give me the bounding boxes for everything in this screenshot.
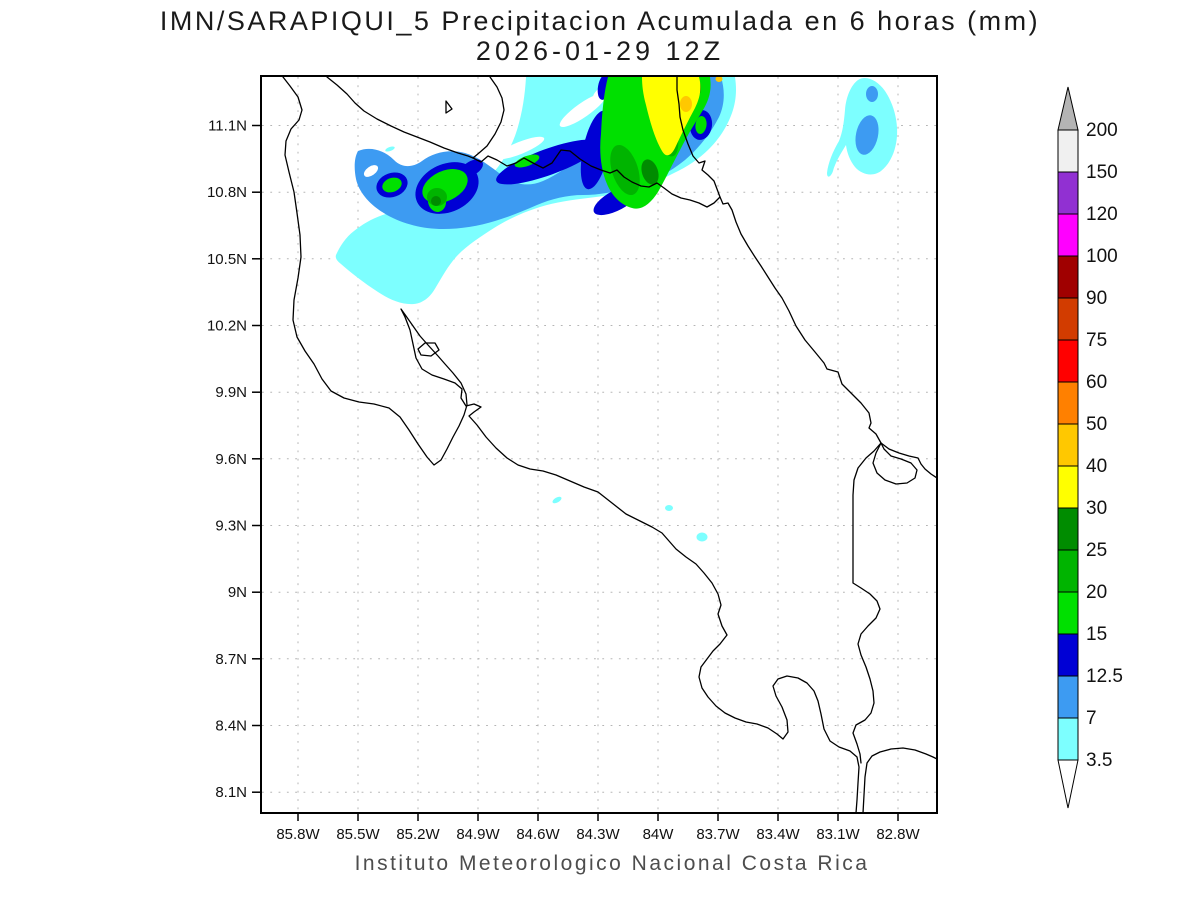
precip-25mm (641, 159, 659, 185)
dry-gap (363, 165, 379, 177)
colorbar-segment (1057, 465, 1079, 509)
precip-speck (552, 496, 562, 504)
colorbar-level-label: 50 (1086, 414, 1107, 435)
colorbar-segment (1057, 171, 1079, 215)
colorbar-segment (1057, 297, 1079, 341)
lon-tick-label: 83.1W (816, 826, 860, 843)
dry-gap (559, 92, 607, 128)
colorbar-legend: 3.5 7 12.5 15 20 25 30 40 50 60 75 90 100 120 150 200 (1057, 86, 1123, 809)
precip-15mm (695, 116, 707, 134)
colorbar-segment (1057, 129, 1079, 173)
panama-border (852, 442, 882, 764)
lat-tick-label: 10.2N (207, 318, 247, 335)
axis-labels: 85.8W 85.5W 85.2W 84.9W 84.6W 84.3W 84W 83.7W 83… (207, 118, 921, 844)
colorbar-arrow-top (1057, 86, 1079, 131)
lat-tick-label: 8.4N (215, 718, 247, 735)
lon-tick-label: 84.6W (516, 826, 560, 843)
colorbar-segment (1057, 423, 1079, 467)
lat-tick-label: 8.1N (215, 784, 247, 801)
colorbar-level-label: 25 (1086, 540, 1107, 561)
chart-valid-time: 2026-01-29 12Z (475, 36, 725, 66)
lon-tick-label: 83.7W (696, 826, 740, 843)
lon-tick-label: 85.8W (276, 826, 320, 843)
attribution-text: Instituto Meteorologico Nacional Costa R… (354, 852, 870, 875)
precip-12.5mm (461, 159, 483, 177)
precip-15mm (514, 154, 540, 168)
chart-title: IMN/SARAPIQUI_5 Precipitacion Acumulada … (159, 6, 1041, 36)
lon-tick-label: 82.8W (876, 826, 920, 843)
precip-core-40mm (715, 77, 723, 82)
map-frame (260, 75, 938, 814)
colorbar-segment (1057, 255, 1079, 299)
colorbar-segment (1057, 591, 1079, 635)
colorbar-level-label: 12.5 (1086, 666, 1123, 687)
lon-tick-label: 85.2W (396, 826, 440, 843)
colorbar-level-label: 7 (1086, 708, 1097, 729)
colorbar-level-label: 20 (1086, 582, 1107, 603)
lat-tick-label: 11.1N (208, 118, 247, 135)
coastlines (282, 77, 936, 812)
colorbar-segment (1057, 507, 1079, 551)
colorbar-arrow-bottom (1057, 759, 1079, 809)
lake-arenal (417, 342, 440, 357)
colorbar-level-label: 150 (1086, 162, 1118, 183)
lat-tick-label: 10.5N (207, 251, 247, 268)
lon-tick-label: 85.5W (336, 826, 380, 843)
pacific-coastline (282, 77, 936, 812)
colorbar-segment (1057, 717, 1079, 761)
colorbar-level-label: 75 (1086, 330, 1107, 351)
lon-tick-label: 84.3W (576, 826, 620, 843)
precipitation-field (335, 77, 898, 542)
colorbar-level-label: 200 (1086, 120, 1118, 141)
colorbar-segment (1057, 549, 1079, 593)
colorbar-segment (1057, 339, 1079, 383)
sixaola-loop (872, 442, 918, 485)
lon-tick-label: 84.9W (456, 826, 500, 843)
lat-tick-label: 10.8N (207, 184, 247, 201)
precip-cell-ne-7mm (855, 115, 879, 155)
colorbar-level-label: 40 (1086, 456, 1107, 477)
lat-tick-label: 9.3N (215, 518, 247, 535)
colorbar-segment (1057, 381, 1079, 425)
lat-tick-label: 9N (228, 584, 247, 601)
precip-speck (696, 532, 708, 542)
lat-tick-label: 9.9N (215, 384, 247, 401)
caribbean-coastline (676, 77, 936, 479)
precip-speck (385, 146, 395, 152)
precip-cell-ne-7mm-spot (866, 86, 878, 102)
precip-25mm (431, 196, 441, 206)
colorbar-segment (1057, 675, 1079, 719)
dry-gap (495, 136, 545, 160)
colorbar-level-label: 120 (1086, 204, 1118, 225)
colorbar-segment (1057, 213, 1079, 257)
lake-nicaragua-e-shore (472, 77, 505, 159)
precip-speck (665, 505, 673, 511)
colorbar-segment (1057, 633, 1079, 677)
colorbar-level-label: 3.5 (1086, 750, 1112, 771)
colorbar-level-label: 30 (1086, 498, 1107, 519)
lon-tick-label: 83.4W (756, 826, 800, 843)
ometepe-island (445, 100, 453, 114)
precip-core-40mm (680, 96, 692, 112)
colorbar-level-label: 100 (1086, 246, 1118, 267)
colorbar-level-label: 15 (1086, 624, 1107, 645)
colorbar-level-label: 60 (1086, 372, 1107, 393)
precip-12.5mm (496, 139, 600, 185)
lake-nicaragua-sw-shore (326, 77, 474, 159)
lon-tick-label: 84W (643, 826, 675, 843)
precip-15mm (382, 177, 402, 193)
lat-tick-label: 9.6N (215, 451, 247, 468)
colorbar-level-label: 90 (1086, 288, 1107, 309)
axis-ticks (252, 124, 899, 821)
nicaragua-border (472, 149, 721, 208)
lat-tick-label: 8.7N (215, 651, 247, 668)
